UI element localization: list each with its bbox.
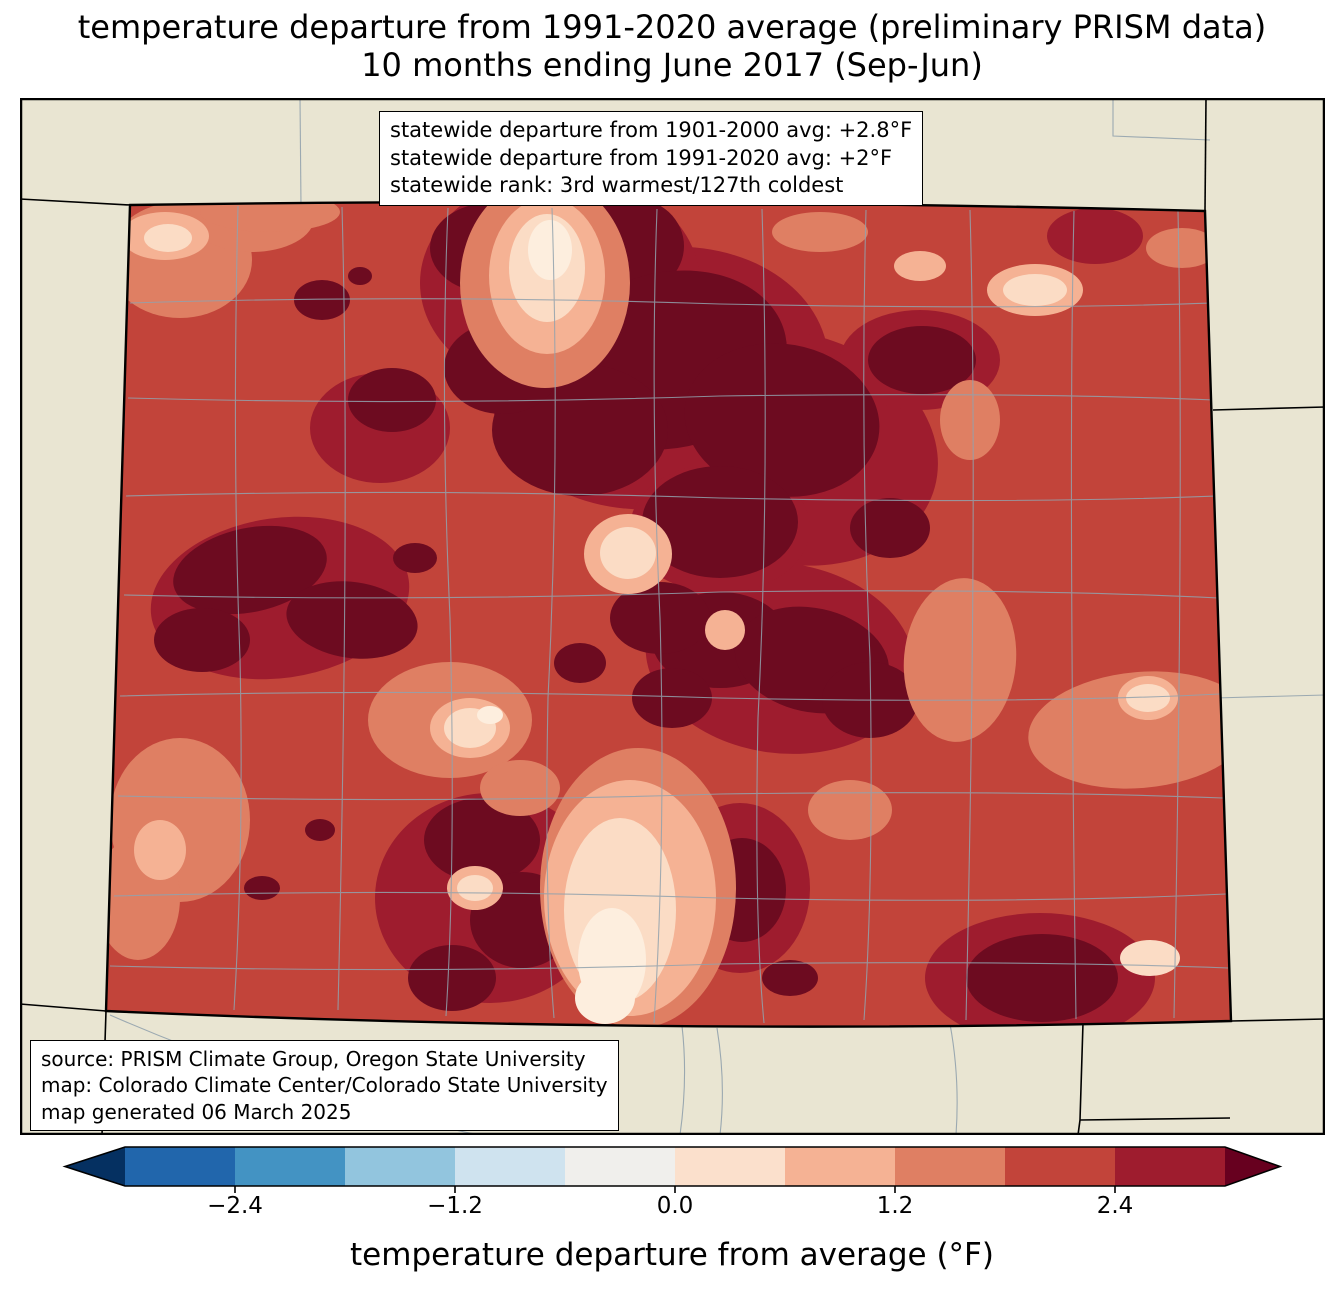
- source-line-3: map generated 06 March 2025: [41, 1099, 352, 1124]
- colorbar: [62, 1146, 1283, 1193]
- stats-line-3: statewide rank: 3rd warmest/127th coldes…: [390, 173, 844, 198]
- map-canvas: [19, 97, 1326, 1136]
- source-line-2: map: Colorado Climate Center/Colorado St…: [41, 1073, 608, 1098]
- colorbar-outline: [62, 1146, 1283, 1187]
- colorbar-tick-label: 2.4: [1096, 1193, 1134, 1219]
- figure-title: temperature departure from 1991-2020 ave…: [0, 8, 1344, 85]
- pale-regions: [477, 220, 646, 1024]
- cream-regions: [144, 214, 1180, 1002]
- colorbar-tick-marks: [234, 1186, 1116, 1193]
- stats-line-1: statewide departure from 1901-2000 avg: …: [390, 118, 913, 142]
- colorbar-right-arrow: [1225, 1147, 1280, 1186]
- title-line-1: temperature departure from 1991-2020 ave…: [77, 8, 1267, 46]
- county-lines: [109, 205, 1229, 1024]
- colorbar-tick-label: 1.2: [876, 1193, 914, 1219]
- colorbar-left-arrow: [65, 1147, 125, 1186]
- axes-frame: [19, 97, 1326, 1136]
- stats-box: statewide departure from 1901-2000 avg: …: [379, 111, 924, 207]
- temperature-anomaly-blobs: [106, 202, 1231, 1027]
- colorbar-tick-label: −1.2: [427, 1193, 483, 1219]
- title-line-2: 10 months ending June 2017 (Sep-Jun): [361, 46, 983, 85]
- colorbar-tick-label: 0.0: [656, 1193, 694, 1219]
- source-box: source: PRISM Climate Group, Oregon Stat…: [30, 1040, 619, 1132]
- source-line-1: source: PRISM Climate Group, Oregon Stat…: [41, 1047, 586, 1071]
- stats-line-2: statewide departure from 1991-2020 avg: …: [390, 145, 893, 170]
- colorbar-axis-label: temperature departure from average (°F): [350, 1237, 994, 1273]
- colorbar-segments: [125, 1147, 1225, 1186]
- map-frame: [19, 97, 1326, 1136]
- colorbar-tick-label: −2.4: [207, 1193, 263, 1219]
